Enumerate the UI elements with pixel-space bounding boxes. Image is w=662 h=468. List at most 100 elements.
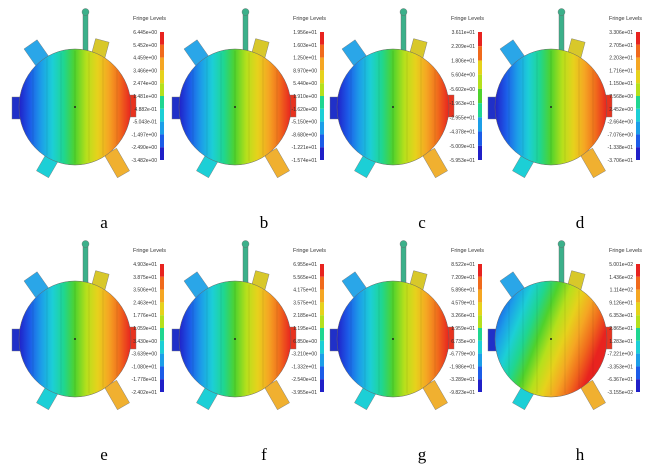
- legend-value: 1.059e+01: [133, 326, 157, 332]
- legend-swatch: [478, 46, 482, 61]
- legend-value: -1.778e+01: [132, 377, 158, 383]
- legend-value: 6.353e+01: [609, 313, 633, 319]
- legend-value: -3.482e+00: [132, 158, 158, 164]
- panel: Fringe Levels 8.522e+01 7.209e+01 5.896e+01…: [329, 240, 484, 464]
- legend-value: -9.823e+01: [450, 390, 476, 396]
- legend-swatch: [636, 70, 640, 84]
- panel: Fringe Levels 3.611e+01 2.209e+01 1.806e+01…: [329, 8, 484, 232]
- legend-value: -3.155e+02: [608, 390, 634, 396]
- legend-swatch: [636, 32, 640, 45]
- legend-value: -2.540e+01: [292, 377, 318, 383]
- legend-value: -3.210e+00: [292, 352, 318, 358]
- legend-value: 1.806e+01: [451, 58, 475, 64]
- legend-value: 1.776e+01: [133, 313, 157, 319]
- legend-value: 8.970e+00: [293, 68, 317, 74]
- legend-value: 1.481e+00: [133, 94, 157, 100]
- legend-value: -5.953e+01: [450, 158, 476, 164]
- legend-value: 2.185e+01: [293, 313, 317, 319]
- legend-swatch: [160, 276, 164, 290]
- legend-title: Fringe Levels: [609, 16, 642, 22]
- legend-swatch: [320, 108, 324, 122]
- legend-swatch: [320, 315, 324, 328]
- legend-value: 9.126e+01: [609, 300, 633, 306]
- legend-value: -3.706e+01: [608, 158, 634, 164]
- legend-swatch: [320, 96, 324, 109]
- legend-value: 2.474e+00: [133, 81, 157, 87]
- legend-value: 4.903e+01: [133, 262, 157, 268]
- legend-value: 7.568e+00: [609, 94, 633, 100]
- legend-value: 2.463e+01: [133, 300, 157, 306]
- legend-swatch: [160, 340, 164, 354]
- panel-label: b: [260, 213, 269, 232]
- legend-swatch: [478, 117, 482, 132]
- legend-swatch: [320, 264, 324, 277]
- legend-title: Fringe Levels: [451, 248, 484, 254]
- legend-swatch: [636, 147, 640, 160]
- panel-label: c: [418, 213, 426, 232]
- legend-swatch: [160, 328, 164, 341]
- legend-title: Fringe Levels: [609, 248, 642, 254]
- legend-title: Fringe Levels: [293, 248, 326, 254]
- legend-swatch: [636, 353, 640, 367]
- legend-value: -1.963e+01: [450, 101, 476, 107]
- legend-value: -6.367e+01: [608, 377, 634, 383]
- legend-swatch: [320, 302, 324, 316]
- legend-value: -3.955e+01: [292, 390, 318, 396]
- legend-value: 2.209e+01: [451, 44, 475, 50]
- legend-swatch: [636, 366, 640, 380]
- legend-value: 4.882e-01: [134, 107, 157, 113]
- legend-value: 2.865e+01: [609, 326, 633, 332]
- legend-value: 1.959e+01: [451, 326, 475, 332]
- legend-swatch: [478, 60, 482, 75]
- legend-value: -1.080e+01: [132, 364, 158, 370]
- center: [234, 106, 236, 108]
- legend-value: -5.009e+01: [450, 144, 476, 150]
- legend-swatch: [160, 264, 164, 277]
- legend-value: -1.986e+01: [450, 364, 476, 370]
- panel: Fringe Levels 1.956e+01 1.603e+01 1.250e+01…: [171, 8, 326, 232]
- legend-swatch: [320, 276, 324, 290]
- legend-swatch: [636, 83, 640, 96]
- center: [550, 106, 552, 108]
- legend-value: 4.459e+00: [133, 56, 157, 62]
- legend-value: 1.436e+02: [609, 275, 633, 281]
- legend-swatch: [320, 366, 324, 380]
- legend-swatch: [478, 145, 482, 160]
- legend-swatch: [478, 131, 482, 146]
- legend-swatch: [160, 134, 164, 148]
- legend-swatch: [320, 328, 324, 341]
- legend-swatch: [478, 366, 482, 380]
- panel: Fringe Levels 6.445e+00 5.452e+00 4.459e+00…: [11, 8, 166, 232]
- legend-swatch: [160, 32, 164, 45]
- legend-swatch: [320, 379, 324, 392]
- legend-value: 3.466e+00: [133, 68, 157, 74]
- legend-value: 1.910e+00: [293, 94, 317, 100]
- legend-swatch: [320, 134, 324, 148]
- legend-value: 4.579e+01: [451, 300, 475, 306]
- legend-swatch: [636, 57, 640, 71]
- legend-value: -2.664e+00: [608, 120, 634, 126]
- legend-swatch: [636, 276, 640, 290]
- legend-value: 2.705e+01: [609, 43, 633, 49]
- legend-swatch: [478, 315, 482, 328]
- legend-swatch: [478, 264, 482, 277]
- legend-value: -5.602e+00: [450, 87, 476, 93]
- legend-value: 6.850e+00: [293, 339, 317, 345]
- panel-label: e: [100, 445, 108, 464]
- legend-value: 1.283e+01: [609, 339, 633, 345]
- legend-value: 1.195e+01: [293, 326, 317, 332]
- legend-swatch: [160, 121, 164, 135]
- legend-swatch: [636, 340, 640, 354]
- legend-swatch: [320, 147, 324, 160]
- legend-value: 6.955e+01: [293, 262, 317, 268]
- legend-value: -1.332e+01: [292, 364, 318, 370]
- panel-label: f: [261, 445, 267, 464]
- legend-swatch: [636, 379, 640, 392]
- panel: Fringe Levels 4.903e+01 3.875e+01 3.506e+01…: [11, 240, 166, 464]
- legend-swatch: [636, 121, 640, 135]
- legend-value: -4.378e+01: [450, 130, 476, 136]
- legend-value: 4.175e+01: [293, 288, 317, 294]
- legend-value: 6.445e+00: [133, 30, 157, 36]
- legend-swatch: [636, 44, 640, 58]
